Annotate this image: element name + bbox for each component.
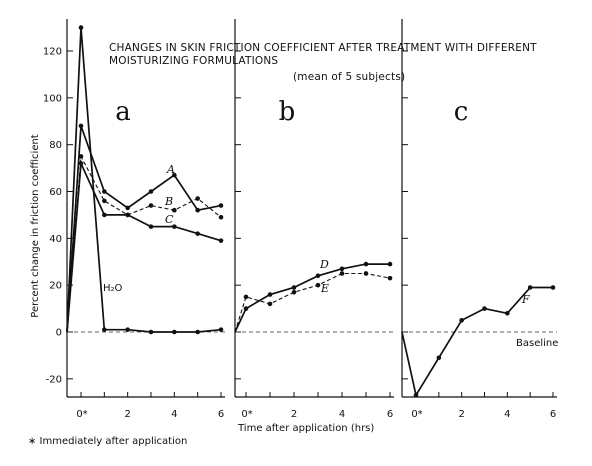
- data-point-ho: [218, 327, 224, 332]
- data-point-c: [78, 161, 84, 166]
- series-label-ho: H₂O: [103, 283, 123, 294]
- data-point-b: [102, 198, 107, 204]
- data-point-c: [125, 212, 130, 218]
- y-tick-label: 0: [56, 328, 62, 339]
- data-point-f: [436, 355, 442, 361]
- data-point-a: [148, 189, 154, 194]
- data-point-a: [125, 205, 130, 211]
- y-tick-label: -20: [46, 374, 62, 385]
- data-point-b: [148, 203, 154, 208]
- y-tick-label: 60: [49, 187, 62, 198]
- series-line-ho: [66, 27, 222, 333]
- data-point-c: [195, 231, 200, 236]
- data-point-b: [78, 154, 84, 159]
- x-tick-label: 4: [171, 409, 177, 420]
- y-tick-label: 80: [49, 140, 62, 151]
- data-point-d: [339, 266, 345, 272]
- series-line-a: [66, 125, 222, 333]
- data-point-b: [172, 207, 177, 213]
- data-point-f: [527, 285, 533, 290]
- panel-b-letter: b: [279, 97, 296, 127]
- data-point-d: [315, 273, 321, 279]
- panel-a-letter: a: [115, 97, 131, 127]
- x-tick-label: 6: [218, 409, 224, 420]
- data-point-ho: [125, 327, 130, 332]
- data-point-d: [387, 261, 393, 267]
- plot-area: -20 0 20 40 60 80 100 120 0* 2 4 6 a A BC H₂O 0* 2 4 6 b DE 0*…: [43, 19, 558, 420]
- data-point-f: [459, 317, 464, 323]
- y-tick-label: 100: [43, 93, 62, 104]
- data-point-ho: [172, 329, 177, 335]
- data-point-b: [218, 214, 224, 220]
- series-label-f: F: [521, 293, 530, 306]
- footnote: ∗ Immediately after application: [28, 436, 187, 447]
- data-point-c: [218, 238, 224, 243]
- x-tick-label: 2: [291, 409, 297, 420]
- x-tick-label: 0*: [411, 409, 422, 420]
- chart-title: CHANGES IN SKIN FRICTION COEFFICIENT AFT…: [109, 42, 537, 54]
- data-point-c: [172, 224, 177, 229]
- data-point-d: [267, 292, 273, 297]
- series-line-b: [66, 154, 222, 333]
- data-point-e: [339, 271, 345, 276]
- series-line-e: [234, 272, 391, 333]
- baseline-label: Baseline: [516, 338, 558, 349]
- data-point-f: [413, 392, 419, 398]
- y-tick-label: 40: [49, 234, 62, 245]
- series-label-e: E: [320, 282, 329, 295]
- x-tick-label: 4: [504, 409, 510, 420]
- data-point-a: [195, 207, 200, 213]
- data-point-d: [243, 306, 249, 311]
- x-tick-label: 2: [124, 409, 130, 420]
- data-point-e: [291, 289, 297, 295]
- data-point-d: [363, 261, 369, 267]
- data-point-a: [78, 123, 84, 129]
- data-point-ho: [195, 329, 200, 335]
- y-tick-label: 20: [49, 281, 62, 292]
- series-line-c: [66, 160, 222, 333]
- data-point-a: [102, 189, 107, 194]
- series-label-d: D: [319, 258, 329, 271]
- x-tick-label: 6: [387, 409, 393, 420]
- series-label-c: C: [165, 213, 174, 226]
- x-tick-label: 0*: [76, 409, 87, 420]
- x-tick-label: 0*: [241, 409, 252, 420]
- data-point-f: [550, 285, 556, 290]
- series-line-d: [234, 263, 390, 333]
- series-line-f: [401, 286, 553, 398]
- data-point-e: [267, 301, 273, 307]
- panel-c-letter: c: [454, 97, 469, 127]
- x-tick-label: 2: [458, 409, 464, 420]
- data-point-ho: [78, 25, 84, 30]
- data-point-d: [291, 285, 297, 290]
- x-tick-label: 4: [339, 409, 345, 420]
- data-point-a: [172, 172, 177, 178]
- data-point-f: [482, 306, 487, 311]
- data-point-c: [102, 212, 107, 218]
- data-point-b: [195, 196, 200, 201]
- x-tick-label: 6: [550, 409, 556, 420]
- data-point-c: [148, 224, 154, 229]
- data-point-ho: [148, 329, 154, 335]
- y-tick-label: 120: [43, 47, 62, 58]
- data-point-e: [387, 275, 393, 281]
- series-label-a: A: [166, 163, 175, 176]
- chart-subtitle: (mean of 5 subjects): [293, 71, 405, 83]
- data-point-e: [315, 282, 321, 288]
- data-point-ho: [102, 327, 107, 332]
- data-point-e: [363, 271, 369, 276]
- data-point-e: [243, 294, 249, 300]
- y-axis-label: Percent change in friction coefficient: [30, 134, 41, 318]
- data-point-a: [218, 203, 224, 208]
- series-label-b: B: [164, 195, 173, 208]
- x-axis-label: Time after application (hrs): [237, 423, 374, 434]
- data-point-f: [505, 310, 510, 316]
- chart-title-line2: MOISTURIZING FORMULATIONS: [109, 55, 278, 67]
